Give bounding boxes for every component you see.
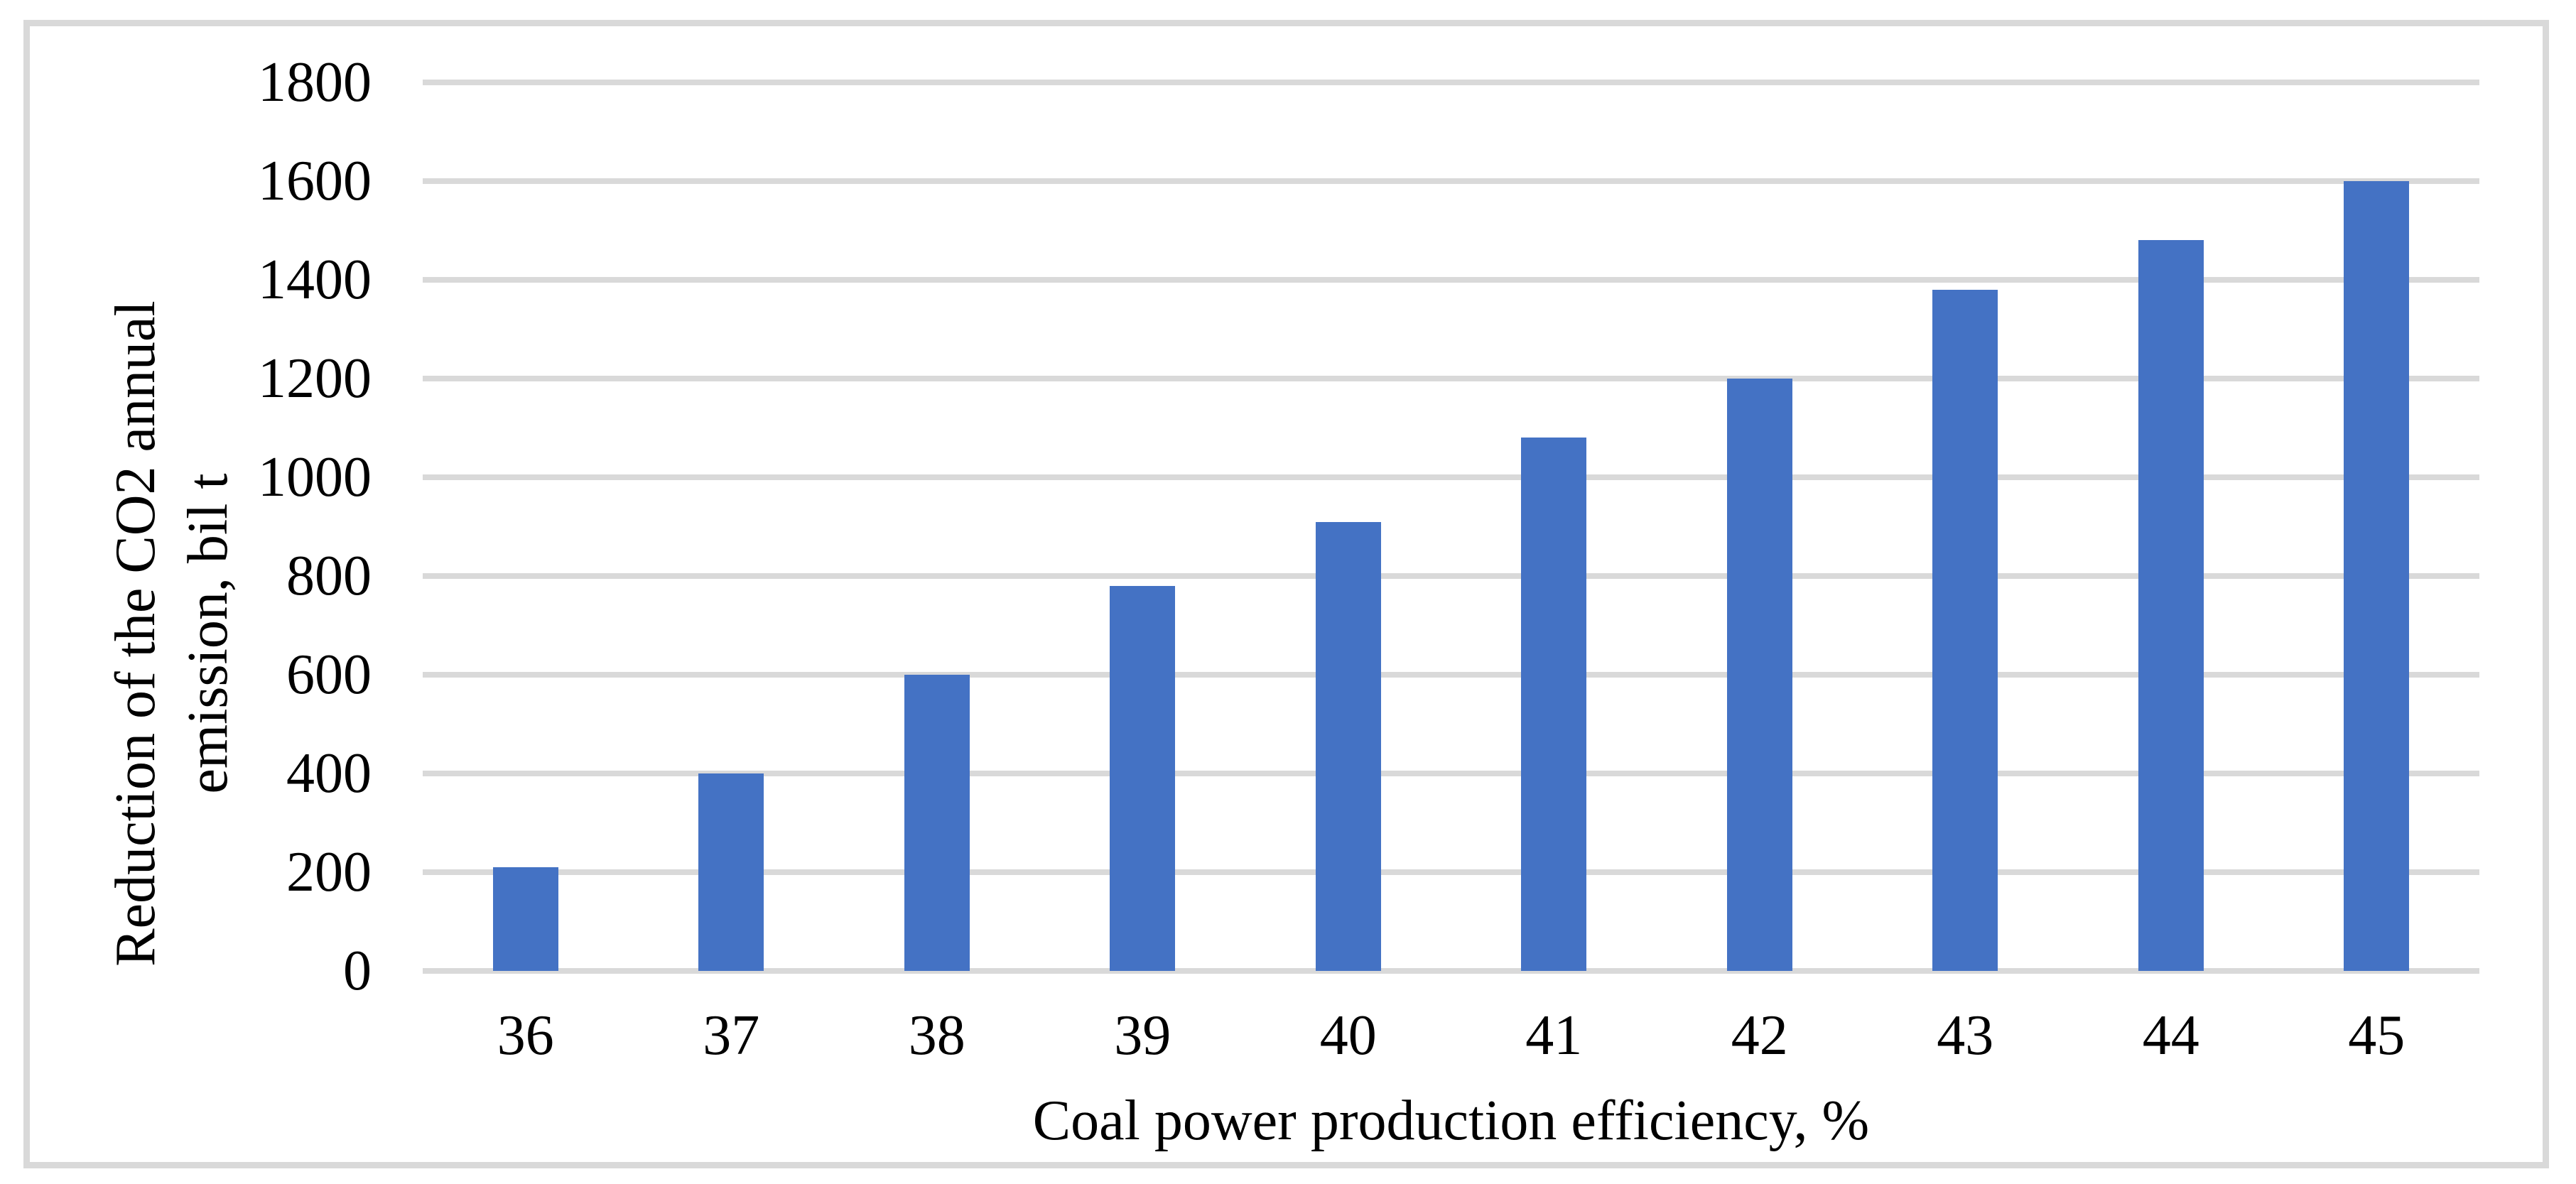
gridline-200 xyxy=(423,869,2479,875)
gridline-0 xyxy=(423,968,2479,974)
y-axis-title: Reduction of the CO2 annual emission, bi… xyxy=(99,101,244,1166)
gridline-1600 xyxy=(423,178,2479,184)
x-tick-label-39: 39 xyxy=(1114,1004,1171,1067)
y-axis-title-line-2: emission, bil t xyxy=(177,473,239,794)
y-tick-label-1000: 1000 xyxy=(258,446,372,509)
x-tick-label-38: 38 xyxy=(908,1004,965,1067)
bar-41 xyxy=(1521,438,1587,971)
gridline-1400 xyxy=(423,277,2479,283)
x-tick-label-44: 44 xyxy=(2142,1004,2199,1067)
gridline-800 xyxy=(423,573,2479,579)
chart-border-frame xyxy=(23,20,2549,1168)
x-tick-label-45: 45 xyxy=(2348,1004,2405,1067)
x-tick-label-36: 36 xyxy=(497,1004,554,1067)
y-tick-label-1400: 1400 xyxy=(258,249,372,311)
bar-43 xyxy=(1932,289,1998,971)
y-tick-label-800: 800 xyxy=(286,545,372,607)
bar-40 xyxy=(1315,521,1381,971)
x-axis-title: Coal power production efficiency, % xyxy=(1032,1090,1870,1152)
plot-area xyxy=(423,80,2479,974)
y-tick-label-1600: 1600 xyxy=(258,150,372,212)
y-tick-label-600: 600 xyxy=(286,643,372,706)
x-tick-label-43: 43 xyxy=(1937,1004,1994,1067)
x-tick-label-42: 42 xyxy=(1731,1004,1788,1067)
gridline-600 xyxy=(423,672,2479,678)
x-tick-label-40: 40 xyxy=(1319,1004,1377,1067)
y-tick-label-1200: 1200 xyxy=(258,347,372,410)
y-tick-label-400: 400 xyxy=(286,742,372,805)
gridline-1200 xyxy=(423,376,2479,381)
y-tick-label-200: 200 xyxy=(286,841,372,903)
gridline-1000 xyxy=(423,474,2479,480)
bar-45 xyxy=(2344,181,2410,971)
bar-37 xyxy=(698,773,764,971)
gridline-1800 xyxy=(423,80,2479,85)
y-tick-label-0: 0 xyxy=(343,940,372,1002)
bar-44 xyxy=(2138,240,2204,971)
bar-42 xyxy=(1726,379,1792,971)
x-tick-label-41: 41 xyxy=(1525,1004,1583,1067)
x-tick-label-37: 37 xyxy=(703,1004,760,1067)
y-axis-title-line-1: Reduction of the CO2 annual xyxy=(104,300,167,967)
y-tick-label-1800: 1800 xyxy=(258,51,372,114)
bar-38 xyxy=(904,675,970,971)
bar-36 xyxy=(492,867,558,971)
bar-39 xyxy=(1110,585,1176,971)
gridline-400 xyxy=(423,771,2479,776)
